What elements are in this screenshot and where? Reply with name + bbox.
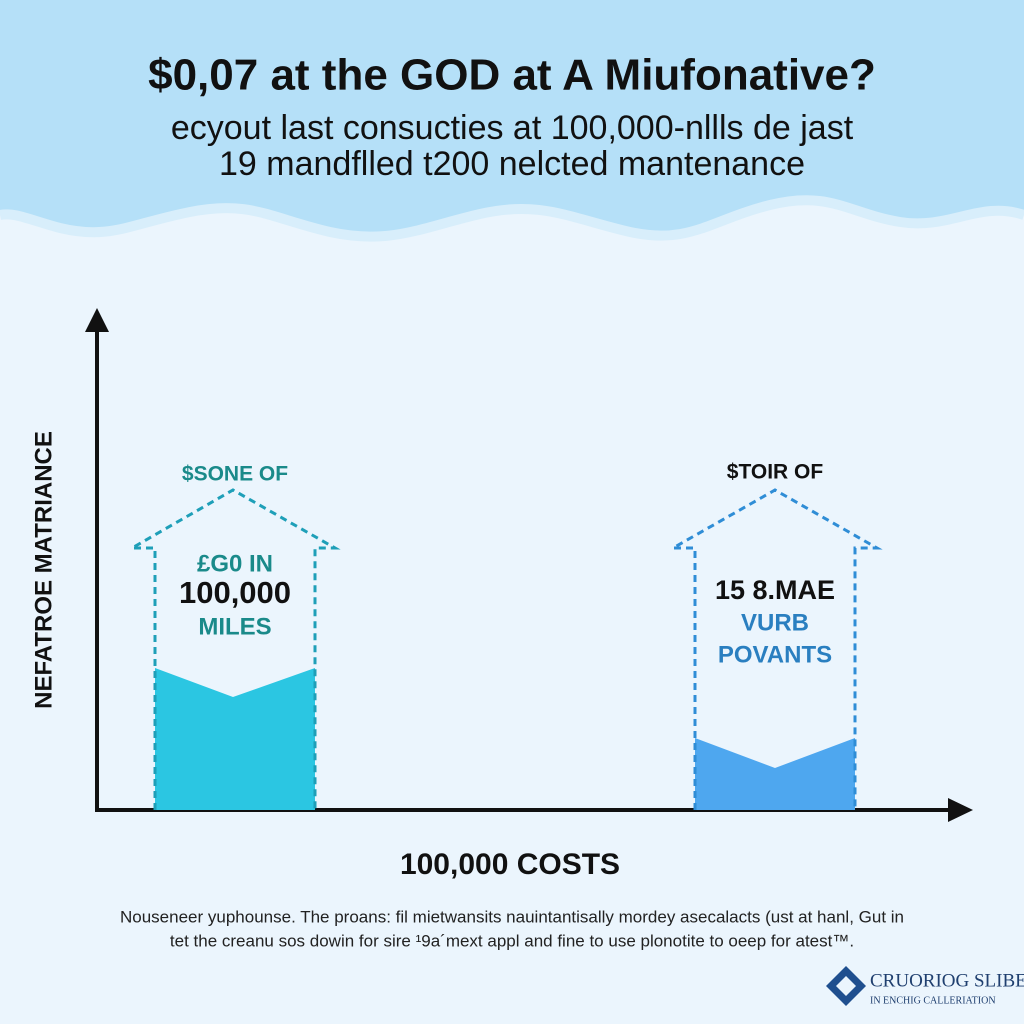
subtitle: 19 mandflled t200 nelcted mantenance: [219, 145, 805, 183]
column-text: 100,000: [179, 575, 291, 610]
column-text: POVANTS: [718, 641, 832, 668]
column-outline: [667, 488, 883, 810]
header-wave: [0, 0, 1024, 237]
x-arrow: [948, 798, 973, 822]
column-label: $TOIR OF: [727, 461, 824, 484]
logo-tagline: IN ENCHIG CALLERIATION: [870, 995, 996, 1006]
subtitle: ecyout last consucties at 100,000-nllls …: [171, 109, 854, 147]
y-axis-label: NEFATROE MATRIANCE: [30, 431, 57, 709]
column-text: MILES: [198, 613, 271, 640]
footnote: tet the creanu sos dowin for sire ¹9a´me…: [170, 931, 854, 950]
logo-icon: [836, 976, 856, 996]
wave-edge: [0, 195, 1024, 242]
column-text: VURB: [741, 609, 809, 636]
column-outline: [126, 488, 341, 810]
x-axis-label: 100,000 COSTS: [400, 848, 620, 881]
column-label: $SONE OF: [182, 463, 288, 486]
title: $0,07 at the GOD at A Miufonative?: [148, 51, 876, 100]
column-text: £G0 IN: [197, 550, 273, 577]
column-fill: [695, 738, 855, 810]
logo-name: CRUORIOG SLIBE: [870, 970, 1024, 991]
y-arrow: [85, 308, 109, 332]
column-fill: [155, 668, 315, 810]
footnote: Nouseneer yuphounse. The proans: fil mie…: [120, 907, 904, 926]
column-text: 15 8.MAE: [715, 575, 835, 605]
